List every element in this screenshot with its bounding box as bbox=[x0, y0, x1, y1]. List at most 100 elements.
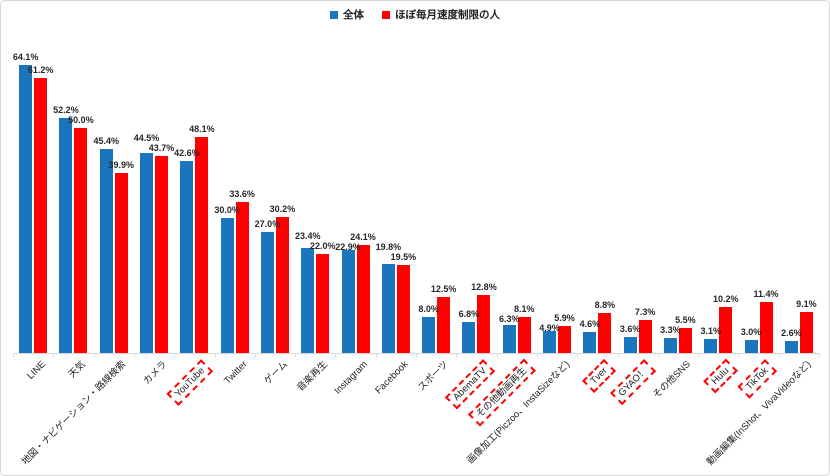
value-label: 19.8% bbox=[375, 242, 402, 253]
value-label: 9.1% bbox=[796, 299, 817, 310]
bar-全体 bbox=[623, 336, 637, 353]
axis-tick-mark bbox=[536, 353, 538, 357]
value-label: 7.3% bbox=[634, 307, 656, 318]
value-label: 5.5% bbox=[675, 315, 696, 326]
bar-全体 bbox=[744, 339, 758, 353]
category-label-highlighted: Hulu bbox=[702, 359, 738, 394]
value-label: 48.1% bbox=[189, 123, 215, 134]
axis-tick-mark bbox=[456, 353, 458, 357]
bar-全体 bbox=[502, 324, 516, 353]
value-label: 24.1% bbox=[350, 231, 376, 242]
bar-ほぼ毎月速度制限の人 bbox=[114, 173, 128, 353]
category-label-highlighted: YouTube bbox=[166, 359, 214, 406]
value-label: 5.9% bbox=[554, 313, 575, 324]
chart-legend: 全体 ほぼ毎月速度制限の人 bbox=[1, 7, 829, 22]
value-label: 11.4% bbox=[753, 288, 779, 299]
value-label: 4.6% bbox=[579, 319, 601, 330]
value-label: 64.1% bbox=[12, 51, 39, 62]
bar-全体 bbox=[180, 161, 194, 353]
axis-tick-mark bbox=[778, 353, 780, 357]
axis-tick-mark bbox=[416, 353, 417, 357]
axis-tick-mark bbox=[93, 353, 95, 357]
bar-ほぼ毎月速度制限の人 bbox=[275, 217, 289, 353]
bar-ほぼ毎月速度制限の人 bbox=[195, 136, 209, 353]
axis-tick-mark bbox=[214, 353, 216, 357]
legend-swatch-red-icon bbox=[382, 10, 390, 19]
value-label: 30.0% bbox=[214, 205, 240, 215]
bar-全体 bbox=[140, 152, 154, 353]
bar-ほぼ毎月速度制限の人 bbox=[799, 312, 813, 353]
bar-ほぼ毎月速度制限の人 bbox=[759, 301, 773, 353]
value-label: 3.6% bbox=[619, 323, 641, 334]
bar-全体 bbox=[784, 341, 798, 353]
bar-ほぼ毎月速度制限の人 bbox=[34, 77, 48, 353]
category-label: カメラ bbox=[140, 359, 169, 387]
axis-tick-mark bbox=[577, 353, 579, 357]
bar-ほぼ毎月速度制限の人 bbox=[477, 295, 491, 353]
category-label-highlighted: Tver bbox=[582, 359, 617, 393]
value-label: 45.4% bbox=[93, 135, 120, 146]
bar-全体 bbox=[543, 330, 557, 353]
category-label: Facebook bbox=[373, 359, 411, 397]
bar-ほぼ毎月速度制限の人 bbox=[638, 320, 652, 353]
value-label: 52.2% bbox=[53, 105, 79, 115]
bar-ほぼ毎月速度制限の人 bbox=[396, 265, 410, 353]
axis-tick-mark bbox=[698, 353, 700, 357]
bar-ほぼ毎月速度制限の人 bbox=[316, 254, 330, 353]
bar-全体 bbox=[59, 118, 73, 353]
value-label: 19.5% bbox=[390, 252, 417, 263]
value-label: 42.6% bbox=[174, 148, 200, 159]
value-label: 43.7% bbox=[148, 143, 175, 154]
legend-label: ほぼ毎月速度制限の人 bbox=[395, 9, 500, 21]
bar-ほぼ毎月速度制限の人 bbox=[437, 296, 451, 353]
value-label: 50.0% bbox=[68, 115, 94, 125]
category-label: Instagram bbox=[332, 359, 371, 397]
legend-label: 全体 bbox=[343, 9, 364, 21]
bar-全体 bbox=[99, 148, 113, 353]
bar-全体 bbox=[422, 317, 436, 353]
category-label: LINE bbox=[25, 359, 48, 382]
value-label: 33.6% bbox=[229, 188, 255, 199]
bar-全体 bbox=[663, 338, 677, 353]
category-label: その他SNS bbox=[650, 359, 693, 401]
axis-tick-mark bbox=[819, 353, 820, 357]
value-label: 6.3% bbox=[498, 313, 520, 324]
category-label-highlighted: GYAO！ bbox=[610, 359, 657, 406]
value-label: 22.9% bbox=[335, 241, 361, 252]
axis-tick-mark bbox=[13, 353, 14, 357]
bar-全体 bbox=[704, 339, 718, 353]
bar-全体 bbox=[341, 249, 355, 353]
bar-全体 bbox=[462, 322, 476, 353]
value-label: 39.9% bbox=[108, 160, 135, 171]
value-label: 2.6% bbox=[781, 328, 802, 339]
category-label: スポーツ bbox=[416, 359, 451, 394]
value-label: 8.0% bbox=[418, 304, 439, 314]
axis-tick-mark bbox=[375, 353, 377, 357]
value-label: 30.2% bbox=[269, 204, 296, 215]
axis-tick-mark bbox=[295, 353, 297, 357]
axis-tick-mark bbox=[133, 353, 135, 357]
value-label: 3.0% bbox=[740, 326, 762, 337]
axis-tick-mark bbox=[617, 353, 619, 357]
legend-item-all: 全体 bbox=[330, 7, 364, 22]
value-label: 6.8% bbox=[458, 309, 480, 320]
value-label: 27.0% bbox=[254, 218, 281, 229]
value-label: 22.0% bbox=[309, 241, 336, 251]
bar-全体 bbox=[301, 247, 315, 353]
axis-tick-mark bbox=[657, 353, 659, 357]
value-label: 23.4% bbox=[294, 231, 321, 241]
value-label: 10.2% bbox=[712, 294, 739, 305]
bar-ほぼ毎月速度制限の人 bbox=[517, 316, 531, 353]
legend-swatch-blue-icon bbox=[330, 10, 338, 19]
legend-item-limited: ほぼ毎月速度制限の人 bbox=[382, 7, 500, 22]
axis-tick-mark bbox=[174, 353, 176, 357]
bar-全体 bbox=[19, 64, 33, 353]
bar-全体 bbox=[220, 218, 234, 353]
axis-tick-mark bbox=[335, 353, 337, 357]
axis-tick-mark bbox=[53, 353, 55, 357]
value-label: 61.2% bbox=[27, 64, 54, 75]
bar-ほぼ毎月速度制限の人 bbox=[74, 128, 88, 353]
bar-ほぼ毎月速度制限の人 bbox=[356, 244, 370, 353]
axis-tick-mark bbox=[254, 353, 256, 357]
